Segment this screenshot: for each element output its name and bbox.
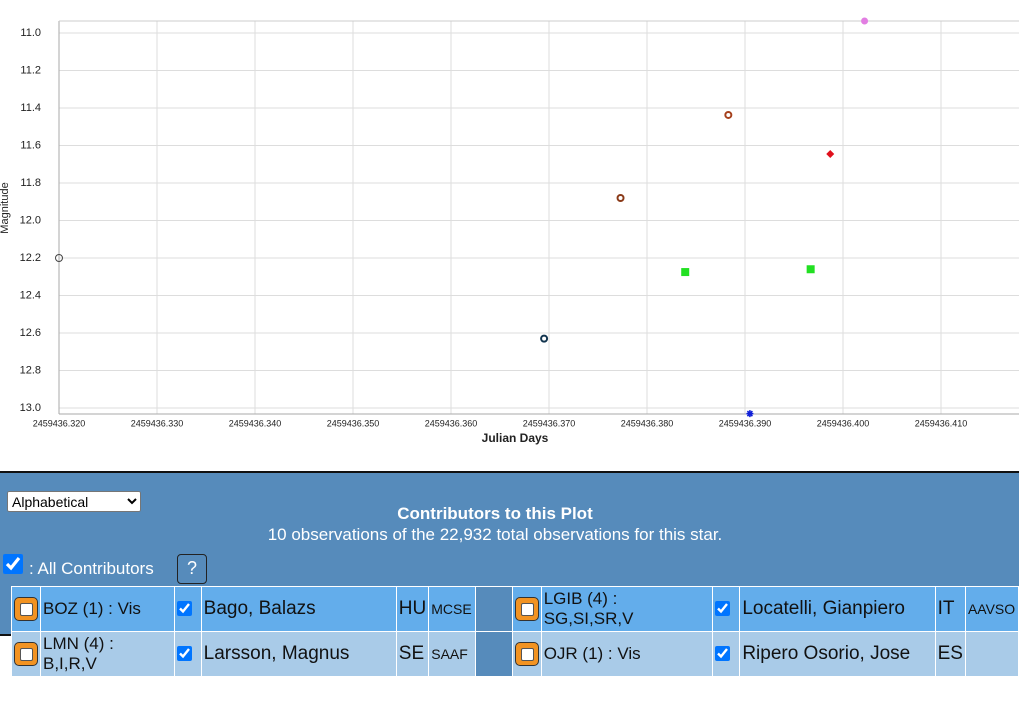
all-contributors-label: : All Contributors — [29, 559, 154, 578]
contributor-row: LMN (4) : B,I,R,V Larsson, Magnus SE SAAF OJ… — [12, 632, 1018, 676]
x-tick-label: 2459436.320 — [33, 418, 86, 428]
observer-org: AAVSO — [965, 587, 1018, 631]
y-tick-label: 13.0 — [20, 402, 41, 414]
observer-name: Ripero Osorio, Jose — [740, 632, 935, 676]
y-tick-label: 11.6 — [20, 139, 41, 151]
observer-org — [965, 632, 1018, 676]
x-tick-label: 2459436.400 — [817, 418, 870, 428]
y-axis-label: Magnitude — [0, 182, 11, 233]
all-contributors-checkbox[interactable] — [3, 554, 23, 574]
contributor-checkbox[interactable] — [715, 646, 731, 662]
contributor-toggle[interactable] — [14, 597, 38, 621]
spacer-cell — [476, 632, 512, 676]
contributor-checkbox[interactable] — [176, 646, 192, 662]
select-cell — [12, 587, 40, 631]
select-cell — [512, 632, 541, 676]
contributor-toggle[interactable] — [514, 642, 539, 666]
y-tick-label: 12.2 — [20, 252, 41, 264]
contributor-checkbox[interactable] — [176, 601, 192, 617]
select-cell — [12, 632, 40, 676]
select-cell — [512, 587, 541, 631]
data-point — [826, 149, 835, 158]
observer-name: Bago, Balazs — [201, 587, 396, 631]
observer-country: IT — [935, 587, 965, 631]
check-cell — [174, 587, 201, 631]
y-tick-label: 12.8 — [20, 364, 41, 376]
y-tick-label: 11.0 — [20, 27, 41, 39]
x-tick-label: 2459436.370 — [523, 418, 576, 428]
observer-code: LMN (4) : B,I,R,V — [41, 632, 174, 676]
x-tick-label: 2459436.340 — [229, 418, 282, 428]
check-cell — [713, 587, 740, 631]
contributor-toggle[interactable] — [14, 642, 38, 666]
y-tick-label: 11.4 — [20, 102, 41, 114]
data-point — [746, 410, 754, 418]
x-tick-label: 2459436.390 — [719, 418, 772, 428]
x-tick-label: 2459436.380 — [621, 418, 674, 428]
spacer-cell — [476, 587, 512, 631]
observer-code: LGIB (4) : SG,SI,SR,V — [541, 587, 713, 631]
data-point — [540, 334, 549, 343]
data-point — [681, 268, 690, 277]
observer-country: ES — [935, 632, 965, 676]
x-axis-label: Julian Days — [482, 431, 549, 445]
data-point — [55, 254, 63, 262]
observer-org: MCSE — [429, 587, 476, 631]
observer-country: HU — [396, 587, 429, 631]
y-tick-label: 11.2 — [20, 64, 41, 76]
contributor-toggle[interactable] — [514, 597, 539, 621]
observer-code: BOZ (1) : Vis — [41, 587, 174, 631]
contributors-title: Contributors to this Plot — [397, 504, 593, 523]
data-point — [724, 110, 733, 119]
contributors-table: BOZ (1) : Vis Bago, Balazs HU MCSE LGIB (4) … — [11, 586, 1019, 677]
observer-name: Larsson, Magnus — [201, 632, 396, 676]
chart: Julian Days Magnitude 11.0 11.2 11.4 11.6 11… — [0, 17, 1019, 445]
observer-code: OJR (1) : Vis — [541, 632, 713, 676]
x-tick-label: 2459436.350 — [327, 418, 380, 428]
contributor-row: BOZ (1) : Vis Bago, Balazs HU MCSE LGIB (4) … — [12, 587, 1018, 631]
y-tick-label: 12.4 — [20, 289, 41, 301]
observer-name: Locatelli, Gianpiero — [740, 587, 935, 631]
y-tick-label: 11.8 — [20, 177, 41, 189]
observer-org: SAAF — [429, 632, 476, 676]
x-tick-label: 2459436.330 — [131, 418, 184, 428]
y-tick-label: 12.0 — [20, 214, 41, 226]
contributors-summary: 10 observations of the 22,932 total obse… — [267, 525, 723, 544]
observer-country: SE — [396, 632, 429, 676]
data-point — [861, 17, 869, 25]
data-point — [806, 265, 815, 274]
x-tick-label: 2459436.410 — [915, 418, 968, 428]
contributor-checkbox[interactable] — [715, 601, 731, 617]
data-point — [616, 194, 625, 202]
check-cell — [713, 632, 740, 676]
sort-select[interactable]: Alphabetical — [7, 491, 141, 512]
check-cell — [174, 632, 201, 676]
help-button[interactable]: ? — [177, 554, 207, 584]
y-tick-label: 12.6 — [20, 327, 41, 339]
x-tick-label: 2459436.360 — [425, 418, 478, 428]
